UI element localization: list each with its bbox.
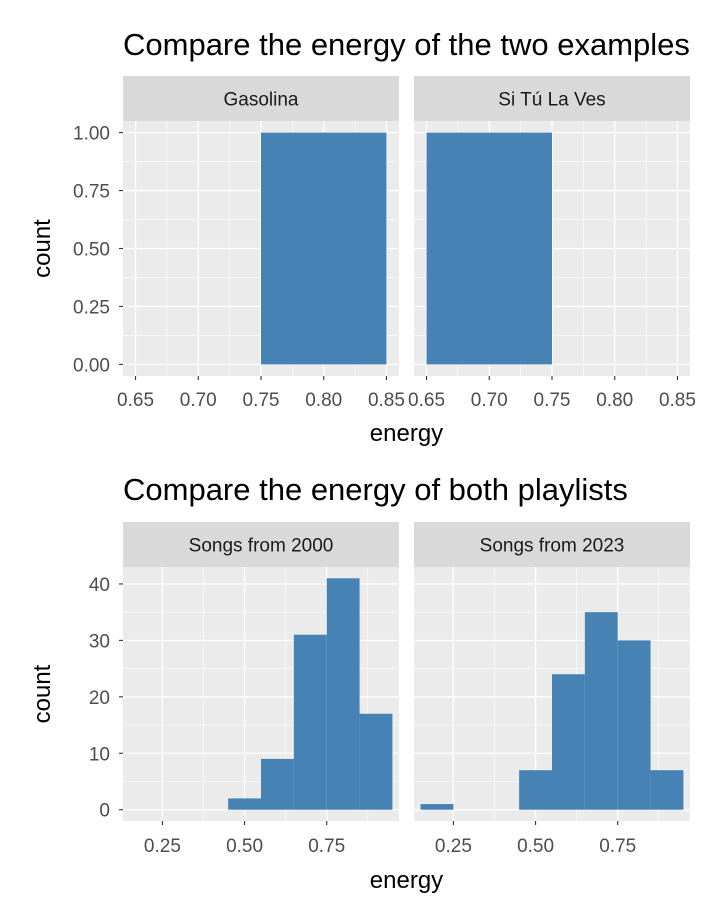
x-tick-label: 0.50 [517,836,554,857]
facet-panel: Songs from 2023 0.25 0.50 0.75 [414,522,690,857]
y-tick-label: 1.00 [73,124,110,145]
x-axis-title: energy [370,867,443,894]
x-tick-label: 0.65 [117,390,154,411]
x-tick-label: 0.85 [368,390,405,411]
facet-panel: Songs from 2000 0.25 0.50 0.75 [123,522,399,857]
y-tick-label: 0.50 [73,240,110,261]
facet-panel: Gasolina 0.65 0.70 0.75 0.80 0.85 [117,76,405,411]
x-tick-label: 0.75 [308,836,345,857]
facet-panel: Si Tú La Ves 0.65 0.70 0.75 0.80 0.85 [408,76,696,411]
histogram-bar [519,770,552,810]
histogram-bar [617,640,651,810]
chart-title: Compare the energy of the two examples [123,27,690,62]
histogram-bar [228,798,261,810]
histogram-bar [261,132,387,365]
x-tick-label: 0.80 [305,390,342,411]
y-tick-label: 20 [89,688,110,709]
y-axis-title: count [29,664,56,723]
histogram-bar [293,634,327,810]
facet-strip [414,76,690,121]
facet-strip-label: Si Tú La Ves [498,90,605,111]
y-tick-label: 0.75 [73,182,110,203]
x-tick-label: 0.75 [534,390,571,411]
x-axis-title: energy [370,420,443,447]
y-tick-label: 40 [89,575,110,596]
chart-title: Compare the energy of both playlists [123,472,628,507]
y-tick-label: 10 [89,744,110,765]
histogram-bar [326,578,360,810]
x-tick-label: 0.75 [599,836,636,857]
facet-strip [123,76,399,121]
x-tick-label: 0.50 [226,836,263,857]
x-tick-label: 0.80 [596,390,633,411]
y-tick-label: 0 [99,801,110,822]
facet-strip [123,522,399,567]
histogram-bar [650,770,684,810]
x-tick-label: 0.70 [180,390,217,411]
histogram-bar [420,804,454,810]
facet-strip-label: Gasolina [224,90,299,111]
x-tick-label: 0.85 [659,390,696,411]
chart-examples: Compare the energy of the two examples 0.… [29,27,696,447]
y-tick-label: 30 [89,631,110,652]
histogram-bar [584,612,618,810]
chart-playlists: Compare the energy of both playlists 0 10 2… [29,472,690,894]
facet-strip-label: Songs from 2000 [189,536,334,557]
facet-strip-label: Songs from 2023 [480,536,625,557]
x-tick-label: 0.25 [435,836,472,857]
histogram-bar [359,713,393,810]
x-tick-label: 0.25 [144,836,181,857]
histogram-bar [552,674,585,810]
x-tick-label: 0.75 [243,390,280,411]
histogram-bar [261,758,294,810]
histogram-bar [426,132,552,365]
y-tick-label: 0.25 [73,297,110,318]
facet-strip [414,522,690,567]
x-tick-label: 0.65 [408,390,445,411]
x-tick-label: 0.70 [471,390,508,411]
y-axis-title: count [29,219,56,278]
y-tick-label: 0.00 [73,355,110,376]
